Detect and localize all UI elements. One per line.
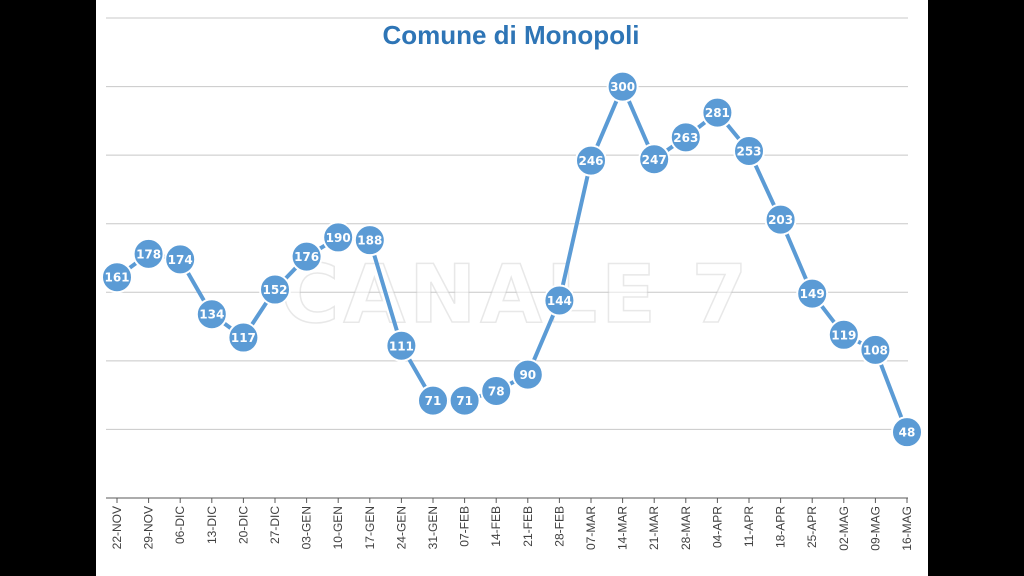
- x-tick-label: 06-DIC: [173, 506, 187, 544]
- x-tick-label: 07-MAR: [584, 506, 598, 550]
- x-tick-label: 14-FEB: [489, 506, 503, 547]
- data-label: 71: [456, 394, 473, 408]
- data-label: 48: [899, 426, 916, 440]
- data-label: 108: [863, 343, 888, 357]
- data-point: [195, 298, 228, 331]
- x-tick-label: 28-FEB: [552, 506, 566, 547]
- x-tick-label: 21-MAR: [647, 506, 661, 550]
- x-tick-label: 21-FEB: [521, 506, 535, 547]
- data-label: 188: [357, 234, 382, 248]
- x-tick-label: 04-APR: [710, 506, 724, 548]
- x-tick-label: 18-APR: [774, 506, 788, 548]
- data-label: 263: [673, 131, 698, 145]
- data-point: [417, 384, 449, 417]
- x-tick-label: 10-GEN: [331, 506, 345, 549]
- data-label: 111: [389, 339, 414, 353]
- x-tick-label: 11-APR: [742, 506, 756, 547]
- data-label: 300: [610, 80, 635, 94]
- x-tick-label: 03-GEN: [300, 506, 314, 549]
- x-tick-label: 31-GEN: [426, 506, 440, 549]
- data-label: 119: [831, 328, 856, 342]
- data-point: [543, 284, 576, 317]
- chart-title: Comune di Monopoli: [382, 20, 639, 50]
- chart-frame: Comune di Monopoli 22-NOV 29-NOV 06-DIC 13-…: [96, 0, 928, 576]
- x-tick-label: 02-MAG: [837, 506, 851, 551]
- x-tick-label: 22-NOV: [110, 506, 124, 549]
- x-tick-label: 14-MAR: [616, 506, 630, 550]
- x-tick-label: 27-DIC: [268, 506, 282, 544]
- gridlines: [106, 17, 908, 430]
- data-point: [796, 277, 829, 310]
- x-axis: 22-NOV 29-NOV 06-DIC 13-DIC 20-DIC 27-DIC 03-G…: [106, 497, 914, 551]
- data-point: [101, 261, 133, 294]
- data-label: 246: [578, 154, 603, 168]
- data-point: [827, 318, 860, 351]
- data-point: [448, 384, 481, 417]
- data-point: [606, 70, 639, 103]
- x-tick-label: 09-MAG: [868, 506, 882, 551]
- data-label: 178: [136, 247, 161, 261]
- data-label: 144: [547, 294, 572, 308]
- data-label: 71: [425, 394, 442, 408]
- data-point: [290, 240, 323, 273]
- x-tick-label: 17-GEN: [363, 506, 377, 549]
- x-tick-label: 16-MAG: [900, 506, 914, 551]
- data-label: 90: [519, 368, 536, 382]
- data-point: [891, 416, 923, 449]
- x-tick-label: 25-APR: [805, 506, 819, 548]
- x-tick-label: 13-DIC: [205, 506, 219, 544]
- x-tick-label: 28-MAR: [679, 506, 693, 550]
- data-label: 117: [231, 331, 256, 345]
- data-point: [764, 203, 797, 236]
- data-label: 176: [294, 250, 319, 264]
- x-tick-label: 24-GEN: [394, 506, 408, 549]
- x-tick-label: 29-NOV: [142, 506, 156, 549]
- line-chart: Comune di Monopoli 22-NOV 29-NOV 06-DIC 13-…: [101, 17, 923, 551]
- data-label: 78: [488, 385, 505, 399]
- data-point: [480, 375, 513, 408]
- data-point: [132, 237, 165, 270]
- data-label: 253: [736, 145, 761, 159]
- data-label: 247: [642, 153, 667, 167]
- data-label: 152: [262, 283, 287, 297]
- data-point: [859, 333, 892, 366]
- data-point: [669, 121, 702, 154]
- data-label: 149: [800, 287, 825, 301]
- data-label: 161: [104, 271, 129, 285]
- data-point: [322, 221, 355, 254]
- x-tick-label: 07-FEB: [458, 506, 472, 547]
- data-point: [733, 135, 765, 168]
- data-point: [227, 321, 260, 354]
- data-point: [385, 329, 418, 362]
- data-point: [164, 243, 197, 276]
- data-point: [259, 273, 291, 306]
- series: 161 178 174 134 117 152 176 190 188 111 71 71 78 90 14…: [101, 70, 923, 449]
- x-tick-label: 20-DIC: [236, 506, 250, 544]
- data-label: 134: [199, 308, 224, 322]
- data-label: 281: [705, 106, 730, 120]
- data-label: 190: [326, 231, 351, 245]
- data-point: [511, 358, 544, 391]
- data-point: [575, 144, 607, 177]
- data-label: 203: [768, 213, 793, 227]
- data-point: [701, 96, 734, 129]
- data-point: [638, 143, 671, 176]
- watermark: CANALE 7: [281, 248, 752, 341]
- data-label: 174: [168, 253, 193, 267]
- data-point: [353, 224, 386, 257]
